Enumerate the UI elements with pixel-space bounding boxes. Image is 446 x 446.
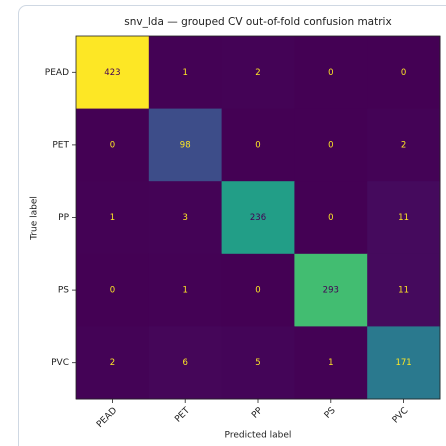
cell-label: 293: [323, 286, 339, 296]
y-tick-label: PEAD: [45, 68, 69, 78]
cell-label: 0: [255, 286, 260, 296]
cell-label: 1: [328, 358, 333, 368]
cell: [76, 36, 150, 110]
cell: [294, 326, 368, 400]
cell-label: 0: [255, 140, 260, 150]
cell: [367, 108, 441, 182]
cell: [367, 181, 441, 255]
y-tick-label: PVC: [51, 358, 69, 368]
cell-label: 2: [255, 68, 260, 78]
cell: [148, 253, 223, 327]
cell: [148, 36, 223, 110]
cell-label: 2: [401, 140, 406, 150]
cell-label: 1: [182, 68, 187, 78]
cell-label: 0: [401, 68, 406, 78]
cell: [221, 181, 295, 255]
cell: [294, 181, 368, 255]
cell-label: 0: [328, 68, 333, 78]
cell-label: 423: [104, 68, 120, 78]
cell-label: 98: [180, 140, 191, 150]
cell: [148, 181, 223, 255]
cell: [76, 253, 150, 327]
cell: [367, 253, 441, 327]
cell: [221, 326, 295, 400]
cell-label: 11: [398, 286, 409, 296]
cell: [294, 36, 368, 110]
cell: [294, 253, 368, 327]
cell-label: 236: [250, 213, 266, 223]
cell: [221, 108, 295, 182]
cell: [148, 326, 223, 400]
y-axis-label: True label: [30, 196, 40, 241]
cell: [221, 253, 295, 327]
y-tick-label: PS: [58, 286, 69, 296]
cell: [76, 108, 150, 182]
y-tick-label: PP: [58, 213, 69, 223]
chart-title: snv_lda — grouped CV out-of-fold confusi…: [124, 16, 391, 28]
cell: [148, 108, 223, 182]
cell-label: 0: [110, 286, 115, 296]
cell-label: 3: [182, 213, 187, 223]
cell: [221, 36, 295, 110]
cell-label: 2: [110, 358, 115, 368]
cell-label: 1: [110, 213, 115, 223]
cell-label: 0: [110, 140, 115, 150]
cell-label: 11: [398, 213, 409, 223]
cell-label: 171: [395, 358, 411, 368]
x-axis-label: Predicted label: [225, 431, 292, 441]
cell-label: 1: [182, 286, 187, 296]
cell: [76, 181, 150, 255]
cell-label: 5: [255, 358, 260, 368]
cell-label: 0: [328, 213, 333, 223]
cell: [367, 326, 441, 400]
cell-label: 6: [182, 358, 187, 368]
cell: [76, 326, 150, 400]
cell: [367, 36, 441, 110]
cell-label: 0: [328, 140, 333, 150]
y-tick-label: PET: [52, 140, 69, 150]
cell: [294, 108, 368, 182]
